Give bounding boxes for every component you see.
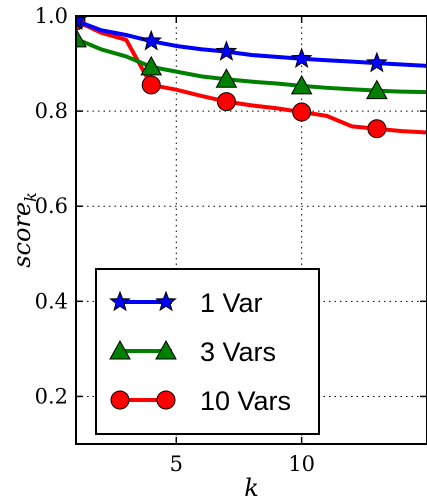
y-tick-label: 0.2 (35, 384, 68, 408)
legend-label: 3 Vars (200, 337, 276, 367)
series-10-vars (76, 16, 427, 139)
legend-marker (110, 390, 130, 410)
data-point (367, 119, 387, 139)
series-layer (76, 16, 427, 139)
plot-frame (75, 15, 427, 445)
legend-marker (109, 290, 131, 312)
y-tick-label: 0.4 (35, 289, 68, 313)
y-axis-label-subscript: k (21, 192, 40, 202)
legend-label: 1 Var (200, 288, 263, 318)
y-axis-label-main: score (8, 202, 36, 268)
legend-item: 1 Var (109, 288, 263, 318)
legend-item: 3 Vars (109, 337, 276, 367)
data-point (292, 102, 312, 122)
data-point (216, 92, 236, 112)
data-point (290, 47, 313, 69)
legend-marker (155, 290, 177, 312)
data-point (215, 68, 238, 88)
y-tick-label: 1.0 (35, 4, 68, 28)
x-axis-label: k (244, 474, 259, 502)
x-tick-label: 10 (288, 452, 315, 476)
legend: 1 Var 3 Vars 10 Vars (95, 268, 320, 435)
data-point (76, 16, 87, 31)
data-point (365, 51, 388, 73)
legend-marker (109, 339, 131, 360)
y-axis-label: scorek (8, 192, 40, 268)
axis-ticks: 5 10 0.2 0.4 0.6 0.8 1.0 (35, 4, 427, 476)
legend-marker (156, 390, 176, 410)
data-point (290, 74, 313, 95)
data-point (215, 40, 238, 61)
y-tick-label: 0.6 (35, 194, 68, 218)
data-point (366, 79, 388, 100)
legend-marker (155, 339, 177, 360)
series-3-vars (76, 27, 427, 100)
series-line (76, 36, 427, 95)
data-point (141, 75, 161, 95)
x-tick-label: 5 (170, 452, 183, 476)
y-tick-label: 0.8 (35, 99, 68, 123)
legend-item: 10 Vars (110, 386, 291, 416)
data-point (76, 27, 87, 48)
data-point (140, 55, 163, 76)
legend-label: 10 Vars (200, 386, 291, 416)
series-1-var (76, 16, 427, 73)
data-point (140, 29, 163, 51)
series-line (76, 18, 427, 68)
